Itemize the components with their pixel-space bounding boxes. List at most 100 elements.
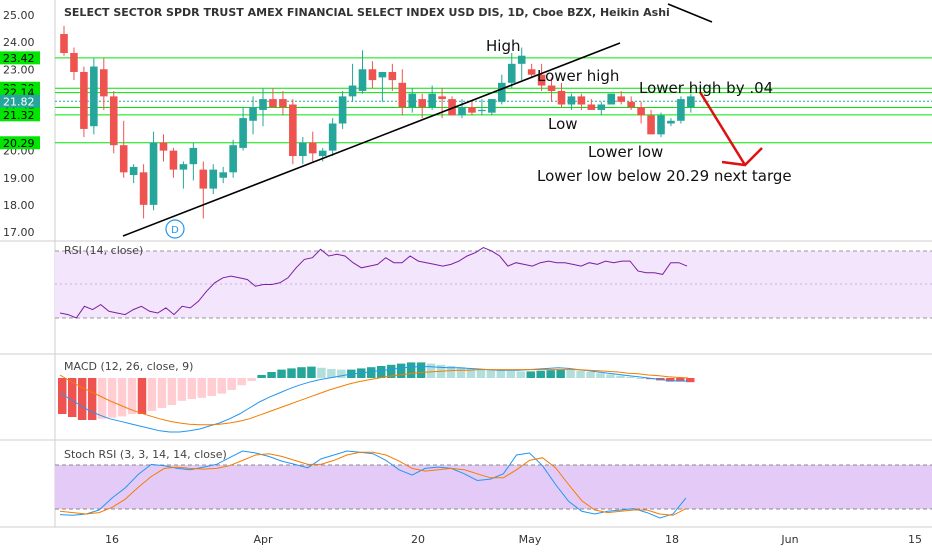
macd-hist-bar xyxy=(157,378,167,408)
candle xyxy=(448,96,456,116)
candle xyxy=(289,99,297,165)
candle-body xyxy=(279,99,287,108)
rsi-label: RSI (14, close) xyxy=(64,244,143,257)
macd-hist-bar xyxy=(267,372,276,378)
candle-body xyxy=(318,150,327,157)
candle-body xyxy=(338,96,347,124)
macd-hist-bar xyxy=(257,375,266,378)
svg-text:D: D xyxy=(171,225,179,236)
candle xyxy=(677,96,685,124)
time-axis: 16 Apr 20 May 18 Jun 15 xyxy=(105,533,922,546)
candle xyxy=(398,69,407,116)
candle-body xyxy=(229,145,237,173)
stoch-k-line xyxy=(59,450,687,519)
macd-hist-bar xyxy=(137,378,147,414)
macd-hist-bar xyxy=(307,366,316,378)
macd-hist-bar xyxy=(536,370,545,378)
candle xyxy=(209,164,218,195)
candle-body xyxy=(657,115,665,135)
macd-hist-bar xyxy=(616,375,625,378)
price-tick-label: 23.00 xyxy=(3,63,35,76)
candle xyxy=(557,82,566,108)
candle xyxy=(109,90,118,154)
macd-hist-bar xyxy=(506,370,516,378)
macd-hist-bar xyxy=(317,367,326,378)
candle xyxy=(517,47,526,81)
stoch-series xyxy=(59,450,687,519)
candle xyxy=(667,118,675,127)
trend-line-support[interactable] xyxy=(122,42,621,237)
macd-hist-bar xyxy=(466,368,476,378)
annotation-low: Low xyxy=(548,115,578,133)
candle-body xyxy=(488,99,496,113)
macd-hist-bar xyxy=(546,370,555,378)
macd-hist-bar xyxy=(626,376,635,378)
candle xyxy=(657,112,665,138)
candle-body xyxy=(348,85,357,97)
candle xyxy=(358,50,367,94)
candle xyxy=(159,134,168,162)
candle-body xyxy=(458,107,466,116)
price-level-tag xyxy=(0,108,40,122)
macd-hist-bar xyxy=(187,378,197,399)
candle xyxy=(229,139,237,178)
stoch-d-line xyxy=(59,451,687,516)
macd-hist-bar xyxy=(167,378,177,405)
trend-line-upper[interactable] xyxy=(667,3,713,23)
macd-hist-bar xyxy=(127,378,137,414)
candle xyxy=(100,58,108,110)
macd-hist-bar xyxy=(386,364,396,378)
candle-body xyxy=(567,96,576,105)
macd-hist-bar xyxy=(416,362,426,378)
candle xyxy=(279,90,287,116)
candle-body xyxy=(159,142,168,151)
candle xyxy=(328,118,337,157)
target-arrow[interactable] xyxy=(698,91,763,167)
chart-title: SELECT SECTOR SPDR TRUST AMEX FINANCIAL … xyxy=(64,6,670,19)
candle xyxy=(537,63,546,91)
candle-body xyxy=(259,99,267,110)
candle-body xyxy=(209,169,218,189)
candle xyxy=(219,166,227,184)
price-level-label: 23.42 xyxy=(3,52,35,65)
candle-body xyxy=(537,74,546,86)
candle xyxy=(70,47,78,81)
annotation-lower-high-by: Lower high by .04 xyxy=(639,79,773,97)
candle xyxy=(269,88,277,108)
macd-hist-bar xyxy=(426,363,436,378)
time-tick-label: Jun xyxy=(780,533,798,546)
candle xyxy=(468,101,476,116)
price-level-tag xyxy=(0,136,40,150)
candle xyxy=(637,101,645,124)
candle-body xyxy=(239,118,247,148)
macd-hist-bar xyxy=(217,378,226,394)
time-tick-label: 15 xyxy=(908,533,922,546)
macd-hist-bar xyxy=(287,368,296,378)
last-price-tag xyxy=(0,94,40,108)
candle-body xyxy=(179,164,188,170)
candle xyxy=(368,61,377,89)
macd-hist-bar xyxy=(117,378,127,417)
candle xyxy=(438,88,446,119)
macd-hist-bar xyxy=(406,362,416,378)
price-level-tag xyxy=(0,51,40,65)
candle-body xyxy=(587,104,596,110)
macd-hist-bar xyxy=(486,369,496,378)
macd-hist-bar xyxy=(77,378,87,420)
macd-hist-bar xyxy=(446,366,456,378)
candle-body xyxy=(517,55,526,64)
candle xyxy=(149,131,158,211)
dividend-marker[interactable]: D xyxy=(165,219,185,239)
candle-body xyxy=(607,93,616,105)
candle-body xyxy=(328,123,337,151)
candle-body xyxy=(478,109,486,112)
candle xyxy=(119,120,128,178)
candle-body xyxy=(139,172,148,205)
candle-body xyxy=(129,166,138,176)
macd-hist-bar xyxy=(576,370,585,378)
macd-hist-bar xyxy=(327,369,336,378)
annotation-lower-low: Lower low xyxy=(588,143,663,161)
candle-body xyxy=(687,96,695,108)
